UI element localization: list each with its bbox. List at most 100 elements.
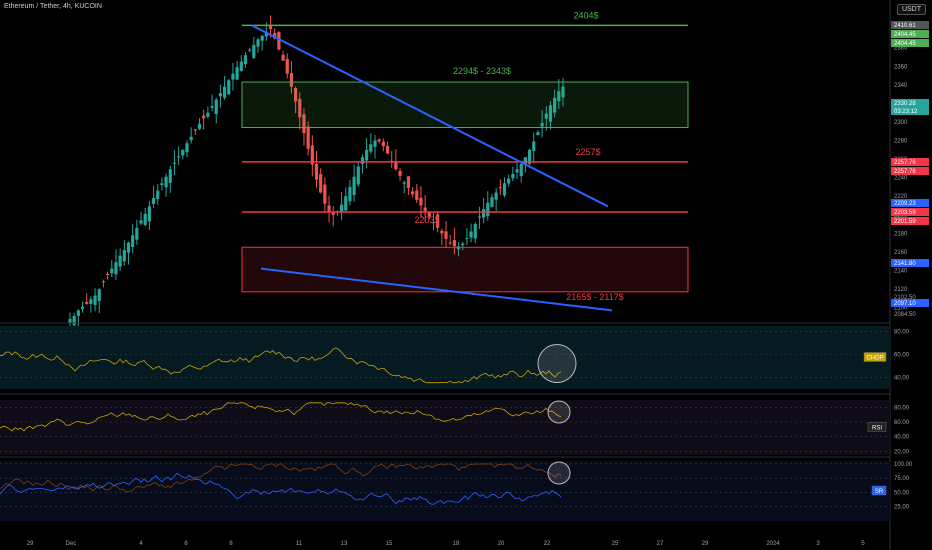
candle-body xyxy=(139,220,143,224)
candle-body xyxy=(331,211,335,215)
y-tick-label: 2380 xyxy=(894,46,908,52)
candle-body xyxy=(348,186,352,202)
candle-body xyxy=(218,93,223,97)
x-tick-label: 29 xyxy=(27,541,34,547)
rsi-tick-label: 20.00 xyxy=(894,449,910,455)
candle-body xyxy=(461,243,465,246)
candle-body xyxy=(76,310,80,316)
y-tick-label: 2360 xyxy=(894,64,908,70)
chop-line xyxy=(0,347,562,384)
x-tick-label: 22 xyxy=(544,541,551,547)
candle-body xyxy=(561,86,565,98)
y-tick-label: 2180 xyxy=(894,231,908,237)
candle-body xyxy=(482,209,486,218)
candle-body xyxy=(151,198,156,204)
candle-body xyxy=(339,204,344,212)
price-tag-label: 2201.59 xyxy=(894,219,916,225)
candle-body xyxy=(214,99,218,115)
level-label-2404: 2404$ xyxy=(573,10,598,20)
candle-body xyxy=(319,174,323,193)
candle-body xyxy=(164,176,168,188)
candle-body xyxy=(126,242,131,253)
price-axis-label: 2102.50 xyxy=(894,295,916,301)
x-tick-label: 13 xyxy=(341,541,348,547)
candle-body xyxy=(177,156,181,158)
candle-body xyxy=(256,39,260,47)
price-tag xyxy=(891,217,929,225)
candle-body xyxy=(197,123,202,129)
candle-body xyxy=(373,140,377,147)
candle-body xyxy=(540,122,544,127)
candle-body xyxy=(243,55,248,65)
price-tag-label: 2097.10 xyxy=(894,301,916,307)
candle-body xyxy=(410,191,415,195)
candle-body xyxy=(356,166,360,185)
candle-body xyxy=(156,190,160,200)
candle-body xyxy=(314,163,319,180)
candle-body xyxy=(398,170,402,176)
candle-body xyxy=(289,73,294,87)
x-tick-label: Dec xyxy=(66,541,77,547)
price-tag xyxy=(891,107,929,115)
rsi-highlight-circle xyxy=(547,400,571,424)
candle-body xyxy=(114,262,118,275)
x-tick-label: 6 xyxy=(184,541,188,547)
stoch-pane-tag xyxy=(871,485,887,496)
candle-body xyxy=(381,141,385,147)
candle-body xyxy=(377,139,381,142)
candle-body xyxy=(252,44,256,58)
rsi-tick-label: 80.00 xyxy=(894,405,910,411)
candle-body xyxy=(235,67,239,80)
candle-body xyxy=(106,274,110,276)
candle-body xyxy=(97,289,101,301)
candle-body xyxy=(172,162,177,164)
candle-body xyxy=(431,222,436,224)
price-tag-label: 2203.59 xyxy=(894,210,916,216)
rsi-pane-bg xyxy=(0,400,890,455)
support-zone xyxy=(241,246,689,293)
candle-body xyxy=(344,196,348,211)
price-tag xyxy=(891,158,929,166)
candle-body xyxy=(511,173,515,179)
x-tick-label: 29 xyxy=(702,541,709,547)
candle-body xyxy=(298,98,302,118)
candle-body xyxy=(523,157,527,165)
candle-body xyxy=(306,126,310,149)
candle-body xyxy=(502,183,507,196)
candle-body xyxy=(181,149,185,156)
quote-currency-button[interactable]: USDT xyxy=(896,4,926,15)
x-tick-label: 18 xyxy=(453,541,460,547)
candle-body xyxy=(548,105,553,122)
candle-body xyxy=(101,281,106,283)
candle-body xyxy=(231,73,235,80)
x-tick-label: 2024 xyxy=(766,541,780,547)
candle-body xyxy=(532,141,536,151)
candle-body xyxy=(448,242,452,244)
chop-pane-tag-label: CHOP xyxy=(866,356,883,362)
stoch-tick-label: 75.00 xyxy=(894,476,910,482)
price-tag-label: 2257.76 xyxy=(894,169,916,175)
stoch-pane-bg xyxy=(0,461,890,521)
y-tick-label: 2100 xyxy=(894,306,908,312)
candle-body xyxy=(222,86,227,98)
candle-body xyxy=(394,160,398,170)
candle-body xyxy=(135,227,139,240)
candle-body xyxy=(544,113,548,119)
resistance-zone xyxy=(241,81,689,129)
candle-body xyxy=(281,54,285,61)
candle-body xyxy=(210,106,214,108)
chop-pane-bg xyxy=(0,326,890,389)
candle-body xyxy=(239,61,243,71)
y-tick-label: 2280 xyxy=(894,139,908,145)
candle-body xyxy=(110,268,114,274)
candle-body xyxy=(118,255,122,267)
candle-body xyxy=(260,35,264,41)
price-tag-label: 2209.23 xyxy=(894,201,916,207)
candle-body xyxy=(248,49,252,51)
resistance-zone-label: 2294$ - 2343$ xyxy=(453,66,511,76)
lower-trend-line xyxy=(260,267,613,312)
candle-body xyxy=(486,202,490,217)
candle-body xyxy=(465,237,469,239)
